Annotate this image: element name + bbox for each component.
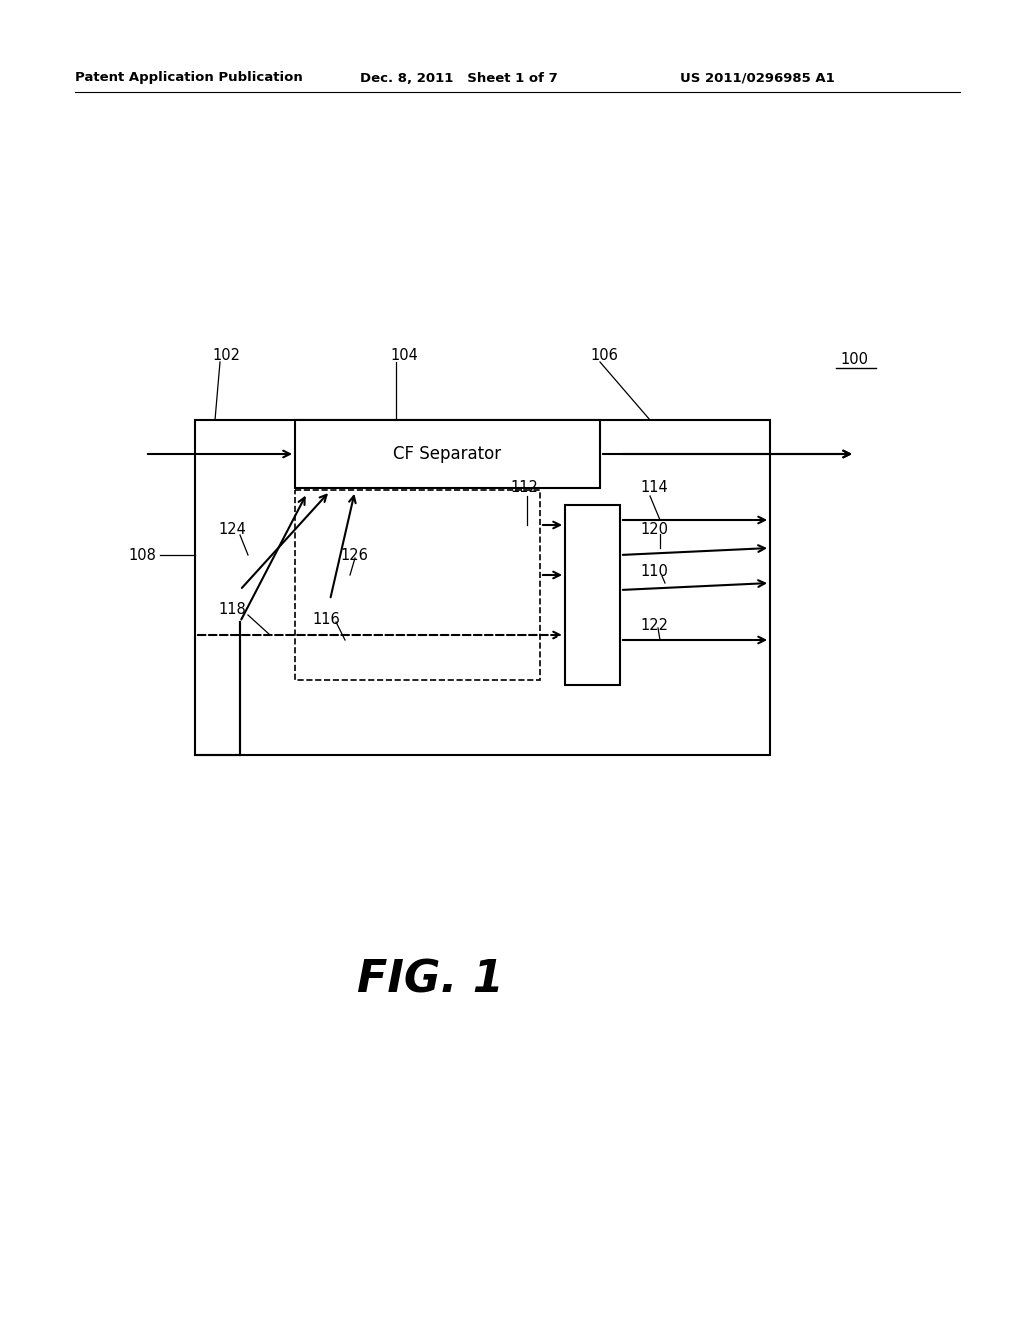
Bar: [295, 490, 540, 680]
Text: 110: 110: [640, 565, 668, 579]
Text: 124: 124: [218, 523, 246, 537]
Text: CF Separator: CF Separator: [393, 445, 502, 463]
Text: FIG. 1: FIG. 1: [356, 958, 504, 1002]
Text: 126: 126: [340, 548, 368, 562]
Bar: [195, 420, 770, 755]
Text: 112: 112: [510, 480, 538, 495]
Text: 104: 104: [390, 347, 418, 363]
Bar: [295, 420, 600, 488]
Bar: [565, 506, 620, 685]
Text: 108: 108: [128, 548, 156, 562]
Text: Patent Application Publication: Patent Application Publication: [75, 71, 303, 84]
Text: 106: 106: [590, 347, 617, 363]
Text: Dec. 8, 2011   Sheet 1 of 7: Dec. 8, 2011 Sheet 1 of 7: [360, 71, 558, 84]
Text: 100: 100: [840, 352, 868, 367]
Text: 102: 102: [212, 347, 240, 363]
Text: 114: 114: [640, 480, 668, 495]
Text: 116: 116: [312, 612, 340, 627]
Text: 122: 122: [640, 618, 668, 632]
Text: 120: 120: [640, 523, 668, 537]
Text: US 2011/0296985 A1: US 2011/0296985 A1: [680, 71, 835, 84]
Text: 118: 118: [218, 602, 246, 618]
